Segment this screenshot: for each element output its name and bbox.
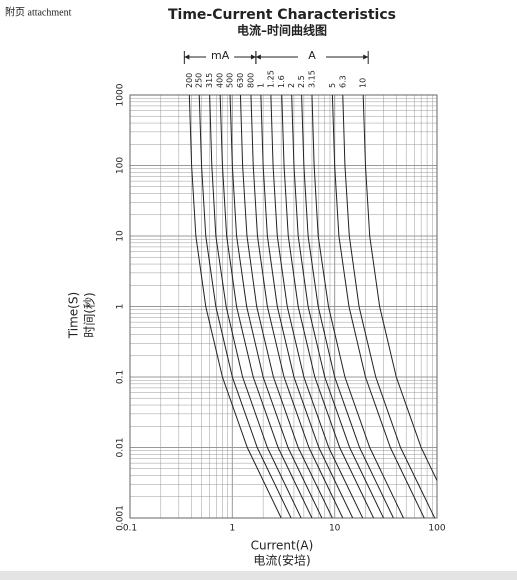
arrow-head: [255, 54, 261, 60]
series-label: 2: [287, 83, 296, 88]
chart-title: Time-Current Characteristics: [168, 7, 396, 23]
x-tick-label: 10: [329, 524, 341, 534]
y-tick-label: 1000: [116, 83, 126, 106]
arrow-head: [250, 54, 256, 60]
x-axis-label: Current(A): [251, 539, 314, 553]
series-label: 6.3: [338, 75, 347, 88]
curve: [198, 94, 292, 518]
y-tick-label: 100: [116, 157, 126, 174]
curve: [250, 94, 344, 518]
series-label: 1.25: [266, 70, 275, 88]
curve: [260, 94, 354, 518]
series-label: 2.5: [297, 75, 306, 88]
curve: [270, 94, 364, 518]
y-axis-label: Time(S): [67, 292, 81, 339]
curve: [219, 94, 313, 518]
curve: [281, 94, 375, 518]
curve: [239, 94, 333, 518]
bottom-bar: [0, 571, 517, 580]
x-tick-label: 0.1: [123, 524, 137, 534]
x-axis-label-cn: 电流(安培): [253, 553, 310, 568]
curve: [331, 94, 425, 518]
series-label: 315: [205, 73, 214, 88]
curve: [342, 94, 436, 518]
curve: [209, 94, 302, 518]
series-label: 630: [236, 73, 245, 88]
chart-subtitle: 电流–时间曲线图: [237, 23, 327, 38]
group-label: A: [308, 49, 316, 62]
series-label: 3.15: [307, 70, 316, 88]
y-tick-label: 1: [116, 304, 126, 310]
curves: [188, 94, 437, 518]
y-tick-label: 10: [116, 230, 126, 242]
series-label: 200: [185, 73, 194, 88]
arrow-head: [184, 54, 190, 60]
series-label: 5: [328, 83, 337, 88]
curve: [188, 94, 282, 518]
series-label: 400: [216, 73, 225, 88]
curve: [362, 94, 437, 482]
curve: [229, 94, 323, 518]
series-label: 1.6: [277, 75, 286, 88]
series-label: 1: [256, 83, 265, 88]
y-axis-label-cn: 时间(秒): [83, 292, 97, 337]
series-label: 800: [246, 73, 255, 88]
y-tick-label: 0.001: [116, 505, 126, 531]
series-label: 500: [226, 73, 235, 88]
note: 附页 attachment: [5, 5, 72, 18]
x-tick-label: 100: [428, 524, 445, 534]
plot-frame: [129, 94, 438, 519]
y-tick-label: 0.01: [116, 437, 126, 457]
y-tick-label: 0.1: [116, 370, 126, 384]
x-tick-label: 1: [229, 524, 235, 534]
curve: [291, 94, 384, 518]
series-label: 250: [195, 73, 204, 88]
series-label: 10: [359, 78, 368, 88]
arrow-head: [363, 54, 369, 60]
curve: [311, 94, 404, 518]
curve: [301, 94, 394, 518]
group-label: mA: [211, 49, 230, 62]
